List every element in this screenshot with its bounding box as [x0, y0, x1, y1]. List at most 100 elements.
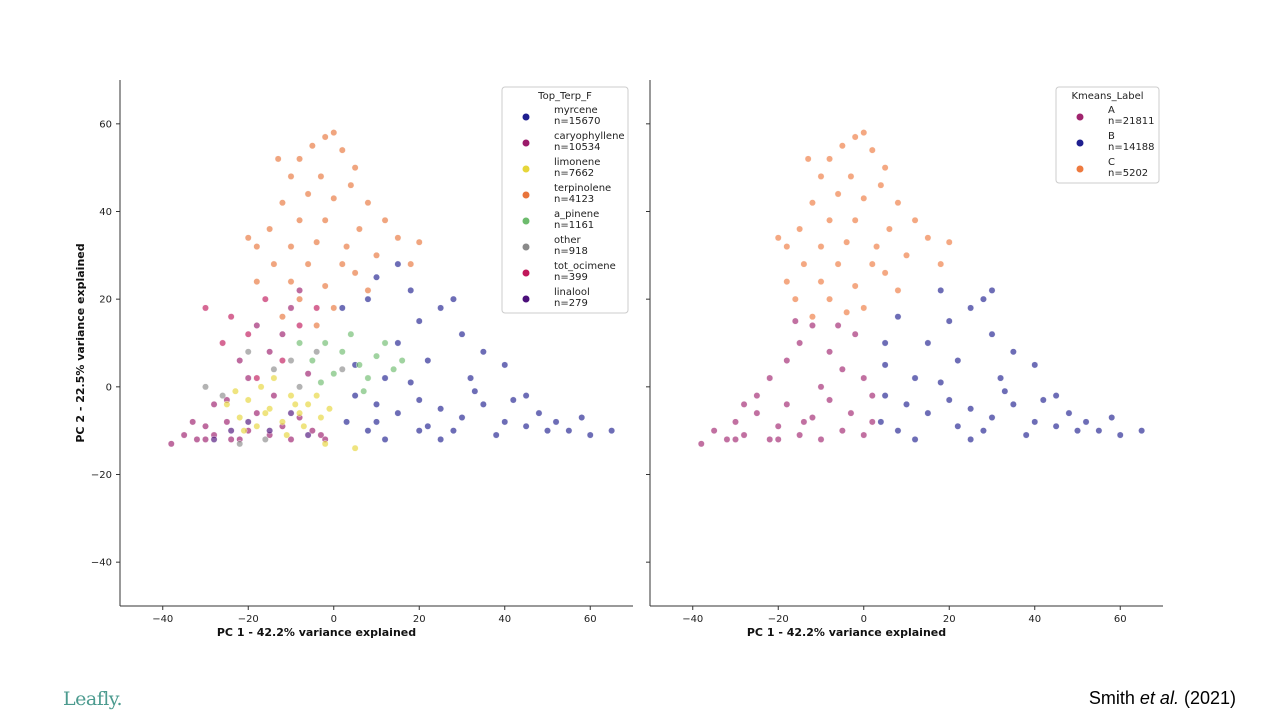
data-point-a-pinene [360, 387, 368, 395]
legend-count: n=279 [554, 298, 588, 309]
data-point-C [809, 199, 816, 207]
data-point-C [826, 216, 833, 224]
data-point-A [740, 431, 748, 439]
data-point-limonene [313, 392, 321, 399]
data-point-terpinolene [304, 190, 312, 198]
data-point-a-pinene [308, 357, 316, 364]
data-point-A [783, 400, 791, 408]
data-point-myrcene [467, 374, 474, 382]
data-point-terpinolene [287, 243, 295, 250]
data-point-B [988, 286, 996, 294]
data-point-C [783, 278, 791, 286]
citation-italic: et al. [1139, 688, 1179, 708]
data-point-B [967, 304, 975, 312]
data-point-tot-ocimene [296, 322, 303, 329]
data-point-limonene [321, 440, 329, 448]
x-tick-label: 60 [1114, 614, 1127, 625]
data-point-terpinolene [321, 216, 329, 224]
data-point-limonene [253, 422, 261, 430]
data-point-linalool [266, 427, 274, 435]
legend-label: other [554, 235, 582, 246]
data-point-terpinolene [287, 173, 295, 180]
data-point-A [847, 409, 855, 417]
legend-count: n=399 [554, 272, 588, 283]
data-point-other [261, 436, 269, 443]
data-point-B [988, 330, 996, 338]
data-point-B [911, 374, 919, 382]
data-point-B [967, 436, 975, 443]
data-point-caryophyllene [304, 370, 312, 378]
legend-count: n=1161 [554, 220, 594, 231]
data-point-myrcene [552, 418, 560, 426]
data-point-C [881, 269, 889, 277]
data-point-other [313, 348, 321, 356]
legend-title: Kmeans_Label [1071, 91, 1143, 102]
legend-label: caryophyllene [554, 131, 625, 142]
legend-count: n=7662 [554, 168, 594, 179]
data-point-tot-ocimene [227, 313, 235, 321]
data-point-limonene [244, 396, 252, 404]
data-point-A [868, 418, 876, 426]
data-point-terpinolene [244, 234, 252, 242]
data-point-C [886, 225, 893, 233]
data-point-caryophyllene [223, 418, 231, 426]
data-point-terpinolene [296, 155, 303, 163]
data-point-linalool [210, 436, 218, 443]
data-point-terpinolene [274, 155, 282, 163]
data-point-myrcene [479, 400, 487, 408]
legend-label: myrcene [554, 105, 598, 116]
data-point-B [1138, 427, 1146, 435]
data-point-C [860, 129, 868, 137]
legend-count: n=21811 [1108, 116, 1155, 127]
data-point-other [296, 383, 303, 391]
data-point-B [988, 414, 996, 421]
data-point-limonene [304, 400, 312, 408]
data-point-limonene [236, 414, 244, 421]
data-point-myrcene [437, 405, 445, 413]
data-point-tot-ocimene [313, 304, 321, 312]
data-point-myrcene [415, 396, 423, 404]
data-point-myrcene [450, 427, 457, 435]
data-point-caryophyllene [266, 348, 274, 356]
data-point-A [723, 436, 731, 443]
data-point-limonene [283, 431, 291, 439]
data-point-caryophyllene [317, 431, 325, 439]
legend-marker-tot-ocimene [522, 269, 530, 277]
data-point-B [894, 313, 902, 321]
data-point-terpinolene [330, 194, 338, 202]
data-point-limonene [326, 405, 333, 413]
data-point-myrcene [343, 418, 350, 426]
citation: Smith et al. (2021) [1089, 688, 1236, 709]
data-point-A [774, 422, 782, 430]
data-point-C [791, 295, 799, 303]
data-point-myrcene [424, 357, 432, 364]
data-point-C [843, 238, 851, 246]
legend-label: limonene [554, 157, 600, 168]
data-point-myrcene [501, 418, 509, 426]
data-point-caryophyllene [236, 357, 244, 364]
data-point-C [868, 260, 876, 268]
legend-marker-myrcene [522, 113, 530, 121]
data-point-A [753, 409, 761, 417]
data-point-C [945, 238, 953, 246]
data-point-myrcene [492, 431, 500, 439]
data-point-A [838, 365, 846, 373]
x-tick-label: 0 [861, 614, 867, 625]
data-point-B [967, 405, 975, 413]
data-point-terpinolene [304, 260, 312, 268]
legend-count: n=5202 [1108, 168, 1148, 179]
data-point-B [1031, 418, 1039, 426]
data-point-A [766, 436, 774, 443]
data-point-terpinolene [407, 260, 415, 268]
legend-marker-caryophyllene [522, 139, 530, 147]
data-point-B [954, 422, 962, 430]
data-point-a-pinene [390, 365, 397, 373]
data-point-B [1031, 361, 1039, 369]
data-point-terpinolene [313, 322, 321, 329]
legend-title: Top_Terp_F [537, 91, 592, 102]
data-point-B [1052, 422, 1060, 430]
data-point-B [945, 317, 953, 325]
data-point-B [937, 379, 945, 386]
data-point-terpinolene [338, 260, 346, 268]
x-tick-label: 20 [413, 614, 426, 625]
